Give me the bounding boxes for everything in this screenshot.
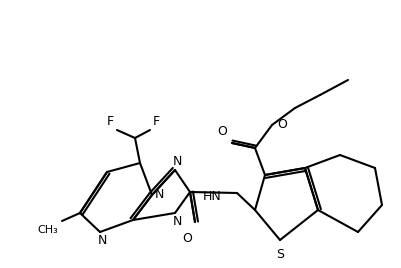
Text: S: S (275, 248, 283, 261)
Text: N: N (155, 188, 164, 202)
Text: O: O (217, 125, 227, 138)
Text: O: O (276, 118, 286, 132)
Text: F: F (107, 115, 114, 128)
Text: F: F (153, 115, 160, 128)
Text: O: O (182, 232, 191, 245)
Text: HN: HN (203, 189, 221, 203)
Text: N: N (97, 234, 106, 247)
Text: CH₃: CH₃ (37, 225, 58, 235)
Text: N: N (172, 215, 181, 228)
Text: N: N (172, 155, 181, 168)
